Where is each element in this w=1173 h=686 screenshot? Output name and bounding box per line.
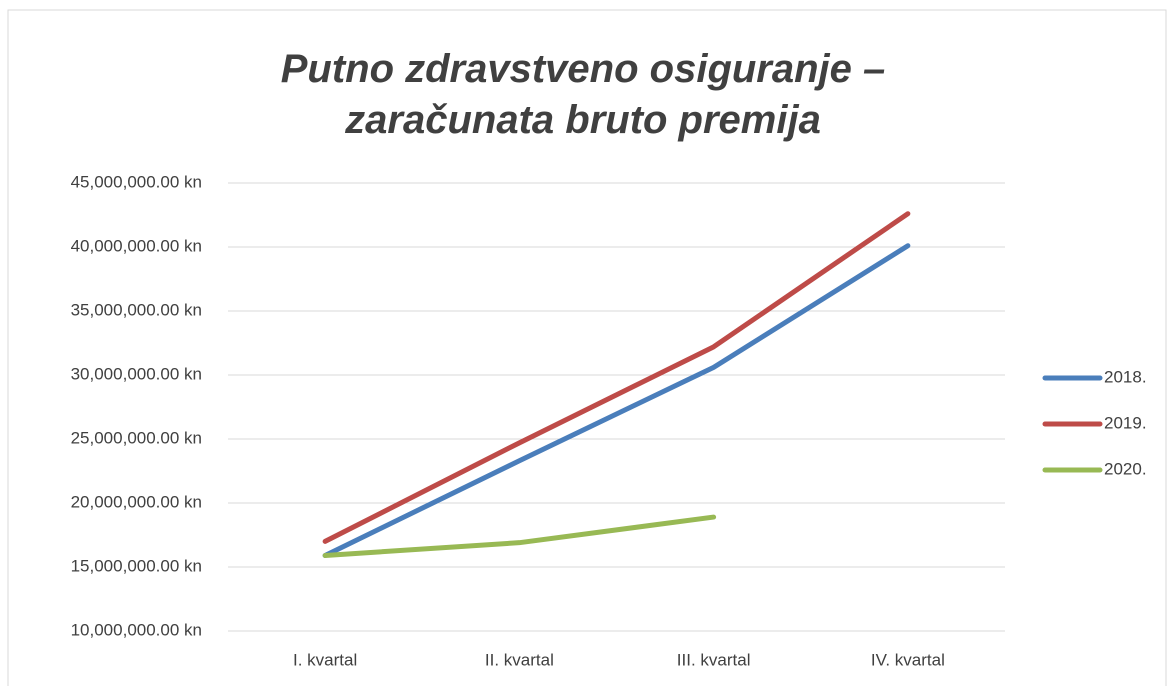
y-tick-label: 10,000,000.00 kn xyxy=(71,620,202,639)
x-tick-label: IV. kvartal xyxy=(871,650,945,669)
series-line xyxy=(322,243,911,558)
y-tick-label: 15,000,000.00 kn xyxy=(71,556,202,575)
series-line xyxy=(322,514,717,558)
y-tick-label: 40,000,000.00 kn xyxy=(71,236,202,255)
legend-label: 2019. xyxy=(1104,413,1147,432)
series-line xyxy=(322,211,911,544)
y-tick-label: 45,000,000.00 kn xyxy=(71,172,202,191)
chart-title: Putno zdravstveno osiguranje – zaračunat… xyxy=(280,47,886,142)
chart-border xyxy=(7,9,1167,686)
x-tick-label: I. kvartal xyxy=(293,650,357,669)
legend-label: 2018. xyxy=(1104,367,1147,386)
y-tick-label: 35,000,000.00 kn xyxy=(71,300,202,319)
y-tick-label: 20,000,000.00 kn xyxy=(71,492,202,511)
y-tick-label: 30,000,000.00 kn xyxy=(71,364,202,383)
x-tick-label: II. kvartal xyxy=(485,650,554,669)
y-tick-label: 25,000,000.00 kn xyxy=(71,428,202,447)
x-tick-label: III. kvartal xyxy=(677,650,751,669)
legend-label: 2020. xyxy=(1104,459,1147,478)
